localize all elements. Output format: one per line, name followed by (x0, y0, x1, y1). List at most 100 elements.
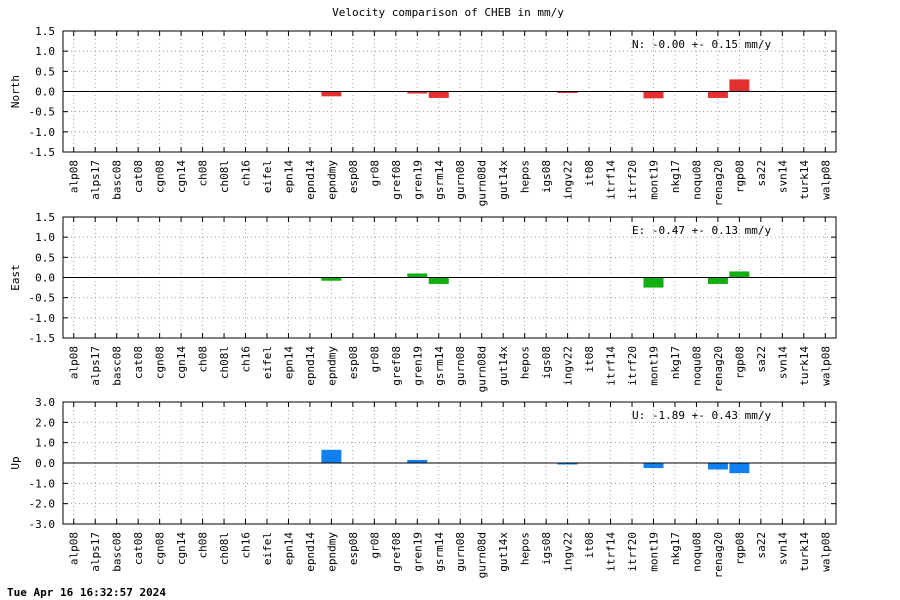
x-tick-label: epn14 (282, 160, 295, 193)
y-tick-label: 3.0 (35, 396, 55, 409)
bar (321, 277, 342, 281)
x-tick-label: mont19 (647, 532, 660, 572)
x-tick-label: turk14 (798, 346, 811, 386)
x-tick-label: cat08 (132, 160, 145, 193)
bar (707, 463, 728, 470)
x-tick-label: cgn14 (175, 346, 188, 379)
x-tick-label: mont19 (647, 346, 660, 386)
y-tick-label: 0.5 (35, 251, 55, 264)
y-tick-label: -0.5 (29, 106, 56, 119)
bar (643, 463, 664, 469)
x-tick-label: walp08 (819, 532, 832, 572)
bar (707, 277, 728, 284)
stats-annotation: E: -0.47 +- 0.13 mm/y (632, 224, 771, 237)
y-tick-label: 0.0 (35, 457, 55, 470)
y-tick-label: -1.5 (29, 332, 56, 345)
footer-timestamp: Tue Apr 16 16:32:57 2024 (7, 586, 166, 599)
plot-frame (62, 30, 837, 153)
x-tick-label: cgn08 (154, 532, 167, 565)
x-tick-label: esp08 (347, 346, 360, 379)
x-tick-label: alp08 (68, 532, 81, 565)
x-tick-label: noqu08 (690, 532, 703, 572)
y-tick-label: 0.0 (35, 272, 55, 285)
x-tick-label: gurn08 (454, 346, 467, 386)
y-axis-label: North (9, 75, 22, 108)
x-tick-label: gr08 (368, 346, 381, 373)
bar (729, 463, 750, 474)
x-tick-label: renag20 (712, 532, 725, 578)
bar (729, 271, 750, 278)
y-axis-label: Up (9, 456, 22, 469)
x-tick-label: sa22 (755, 160, 768, 187)
x-tick-label: gref08 (390, 160, 403, 200)
y-axis-label: East (9, 264, 22, 291)
y-tick-label: 1.5 (35, 25, 55, 38)
x-tick-label: cat08 (132, 532, 145, 565)
x-tick-label: gut14x (497, 346, 510, 386)
x-tick-label: gurn08d (476, 346, 489, 392)
x-tick-label: nkg17 (669, 160, 682, 193)
x-tick-label: eifel (261, 346, 274, 379)
y-tick-label: -1.5 (29, 146, 56, 159)
x-tick-label: ch08l (218, 346, 231, 379)
x-tick-label: gurn08d (476, 160, 489, 206)
x-tick-label: noqu08 (690, 160, 703, 200)
y-tick-label: 1.0 (35, 437, 55, 450)
x-tick-label: epn14 (282, 532, 295, 565)
x-tick-label: hepos (519, 160, 532, 193)
x-tick-label: gurn08d (476, 532, 489, 578)
x-tick-label: walp08 (819, 346, 832, 386)
x-tick-label: ch08 (197, 532, 210, 559)
x-tick-label: walp08 (819, 160, 832, 200)
x-tick-label: cgn08 (154, 160, 167, 193)
y-tick-label: -1.0 (29, 312, 56, 325)
x-tick-label: epndmy (325, 346, 338, 386)
x-tick-label: esp08 (347, 532, 360, 565)
x-tick-label: epndmy (325, 532, 338, 572)
y-tick-label: 0.5 (35, 65, 55, 78)
x-tick-label: turk14 (798, 160, 811, 200)
y-tick-label: 1.0 (35, 45, 55, 58)
stats-annotation: N: -0.00 +- 0.15 mm/y (632, 38, 771, 51)
y-tick-label: 1.0 (35, 231, 55, 244)
x-tick-label: epndmy (325, 160, 338, 200)
x-tick-label: cgn14 (175, 532, 188, 565)
x-tick-label: ch08 (197, 346, 210, 373)
x-tick-label: esp08 (347, 160, 360, 193)
x-tick-label: gr08 (368, 160, 381, 187)
x-tick-label: alp08 (68, 160, 81, 193)
x-tick-label: alps17 (89, 346, 102, 386)
x-tick-label: svn14 (776, 346, 789, 379)
x-tick-label: it08 (583, 346, 596, 373)
bar (643, 91, 664, 99)
x-tick-label: cat08 (132, 346, 145, 379)
chart-title: Velocity comparison of CHEB in mm/y (332, 6, 564, 19)
x-tick-label: gsrm14 (433, 160, 446, 200)
bar (407, 459, 428, 463)
bar (407, 273, 428, 278)
y-tick-label: 1.5 (35, 211, 55, 224)
bar (407, 91, 428, 94)
x-tick-label: sa22 (755, 346, 768, 373)
x-tick-label: ch08l (218, 160, 231, 193)
x-tick-label: epnd14 (304, 160, 317, 200)
bar (428, 91, 449, 98)
x-tick-label: gurn08 (454, 532, 467, 572)
x-tick-label: basc08 (111, 346, 124, 386)
plot-frame (62, 401, 837, 525)
x-tick-label: hepos (519, 532, 532, 565)
x-tick-label: itrf20 (626, 346, 639, 386)
bar (557, 91, 578, 93)
x-tick-label: alps17 (89, 160, 102, 200)
x-tick-label: sa22 (755, 532, 768, 559)
x-tick-label: gref08 (390, 346, 403, 386)
stats-annotation: U: -1.89 +- 0.43 mm/y (632, 409, 771, 422)
y-tick-label: -3.0 (29, 518, 56, 531)
x-tick-label: gsrm14 (433, 532, 446, 572)
bar (321, 91, 342, 97)
x-tick-label: hepos (519, 346, 532, 379)
y-tick-label: 0.0 (35, 86, 55, 99)
x-tick-label: it08 (583, 160, 596, 187)
x-tick-label: ingv22 (562, 532, 575, 572)
x-tick-label: mont19 (647, 160, 660, 200)
